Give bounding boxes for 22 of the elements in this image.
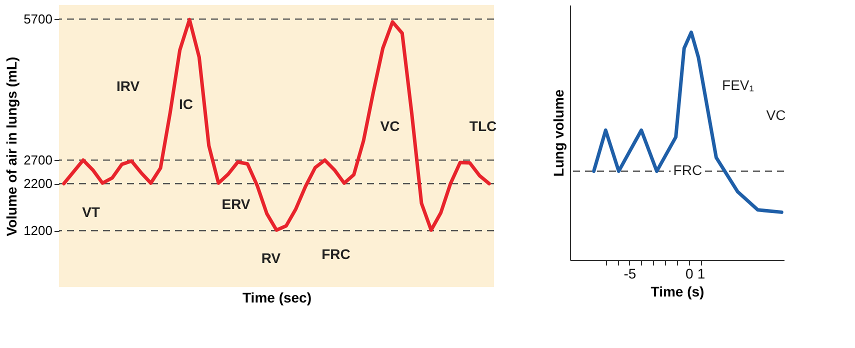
x-axis-title: Time (s) xyxy=(650,284,704,300)
y-axis-title: Volume of air in lungs (mL) xyxy=(4,56,20,236)
annotation: TLC xyxy=(469,118,497,134)
y-tick-label: 5700 xyxy=(24,12,52,27)
y-tick-label: 1200 xyxy=(24,223,52,238)
x-axis-title: Time (sec) xyxy=(242,290,312,306)
x-tick-label: -5 xyxy=(624,266,636,282)
annotation: RV xyxy=(261,250,282,266)
annotation: VC xyxy=(380,118,400,134)
annotation: VC xyxy=(766,107,786,123)
x-tick-label: 1 xyxy=(697,266,706,282)
x-tick-label: 0 xyxy=(685,266,694,282)
y-tick-label: 2200 xyxy=(24,176,52,192)
annotation: FEV₁ xyxy=(722,77,754,93)
ref-line-label: FRC xyxy=(673,162,702,178)
y-axis-title: Lung volume xyxy=(550,89,566,177)
annotation: ERV xyxy=(222,196,251,212)
y-tick-label: 2700 xyxy=(24,152,52,168)
annotation: FRC xyxy=(322,246,350,262)
annotation: IC xyxy=(179,96,193,112)
annotation: VT xyxy=(82,204,100,220)
annotation: IRV xyxy=(116,78,140,94)
